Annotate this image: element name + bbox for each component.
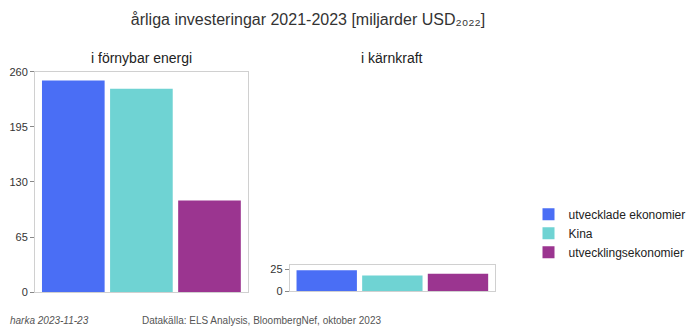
svg-text:130: 130: [9, 176, 27, 188]
svg-text:i förnybar energi: i förnybar energi: [91, 50, 192, 66]
svg-text:25: 25: [270, 263, 282, 275]
svg-text:Datakälla: ELS Analysis, Bloom: Datakälla: ELS Analysis, BloombergNef, o…: [142, 315, 381, 326]
svg-text:utvecklingsekonomier: utvecklingsekonomier: [569, 246, 684, 260]
svg-text:0: 0: [22, 286, 28, 298]
svg-text:i kärnkraft: i kärnkraft: [361, 50, 423, 66]
svg-text:65: 65: [16, 231, 28, 243]
svg-text:Kina: Kina: [569, 227, 593, 241]
svg-text:årliga investeringar 2021-2023: årliga investeringar 2021-2023 [miljarde…: [131, 11, 485, 28]
svg-text:260: 260: [9, 66, 27, 78]
svg-text:0: 0: [276, 285, 282, 297]
svg-text:utvecklade ekonomier: utvecklade ekonomier: [569, 208, 686, 222]
svg-text:harka 2023-11-23: harka 2023-11-23: [10, 315, 89, 326]
svg-text:195: 195: [9, 121, 27, 133]
